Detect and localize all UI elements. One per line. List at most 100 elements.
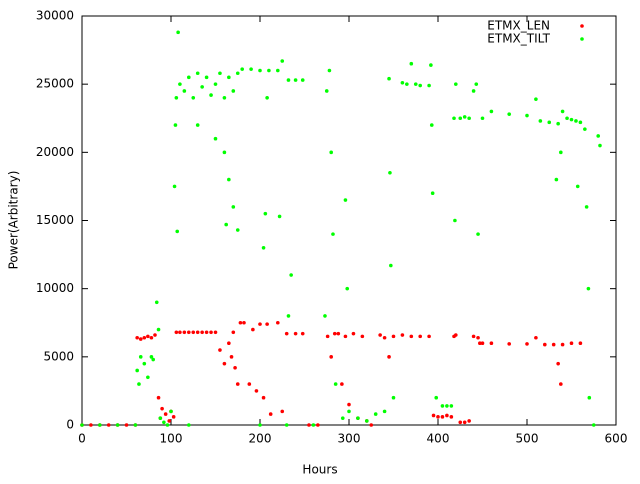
point xyxy=(231,330,236,335)
point xyxy=(267,68,271,73)
legend-label: ETMX_TILT xyxy=(487,32,550,46)
point xyxy=(329,355,334,359)
point xyxy=(142,361,147,366)
point xyxy=(534,97,538,101)
point xyxy=(174,96,179,100)
point xyxy=(268,412,273,416)
point xyxy=(507,112,512,116)
y-tick-label: 5000 xyxy=(43,349,74,363)
point xyxy=(163,412,168,416)
point xyxy=(556,361,560,366)
point xyxy=(258,68,262,73)
point xyxy=(430,191,435,196)
point xyxy=(409,334,414,339)
point xyxy=(373,412,378,416)
point xyxy=(427,334,431,339)
point xyxy=(115,423,120,427)
point xyxy=(332,331,337,336)
point xyxy=(440,415,445,419)
point xyxy=(98,423,102,427)
point xyxy=(391,395,396,400)
point xyxy=(598,143,602,148)
point xyxy=(418,83,423,88)
point xyxy=(467,116,471,121)
point xyxy=(329,150,334,155)
point xyxy=(187,75,191,80)
point xyxy=(587,395,592,400)
point xyxy=(360,334,365,339)
point xyxy=(347,409,351,414)
point xyxy=(429,63,433,67)
point xyxy=(263,211,268,216)
point xyxy=(106,423,111,427)
point xyxy=(277,214,282,219)
point xyxy=(311,423,316,427)
point xyxy=(336,331,341,336)
legend-marker xyxy=(580,37,584,41)
point xyxy=(135,368,139,373)
point xyxy=(382,409,387,414)
point xyxy=(327,68,332,73)
point xyxy=(261,395,266,400)
point xyxy=(137,382,141,386)
point xyxy=(218,348,222,352)
point xyxy=(284,423,289,427)
legend-marker xyxy=(580,24,584,28)
point xyxy=(578,341,583,346)
point xyxy=(431,413,436,418)
point xyxy=(369,423,374,427)
point xyxy=(222,150,227,155)
point xyxy=(261,245,266,250)
point xyxy=(149,355,154,359)
point xyxy=(333,382,338,386)
point xyxy=(534,335,538,340)
point xyxy=(413,82,418,86)
point xyxy=(434,395,439,400)
point xyxy=(583,127,587,131)
point xyxy=(138,355,143,359)
point xyxy=(467,419,471,423)
point xyxy=(554,177,559,182)
point xyxy=(343,198,348,202)
point xyxy=(507,342,512,346)
point xyxy=(293,331,298,336)
point xyxy=(586,286,591,291)
point xyxy=(378,333,382,337)
point xyxy=(462,420,467,425)
y-tick-label: 0 xyxy=(66,418,74,432)
x-tick-label: 600 xyxy=(605,432,628,446)
point xyxy=(276,320,280,325)
point xyxy=(209,330,213,335)
y-tick-label: 15000 xyxy=(36,213,74,227)
point xyxy=(547,120,552,125)
point xyxy=(229,355,234,359)
point xyxy=(436,415,440,419)
point xyxy=(543,342,547,347)
point xyxy=(200,330,204,335)
point xyxy=(258,322,262,326)
point xyxy=(449,404,454,408)
point xyxy=(191,330,196,335)
point xyxy=(187,330,191,335)
point xyxy=(449,415,454,419)
point xyxy=(235,382,240,386)
x-tick-label: 300 xyxy=(338,432,361,446)
point xyxy=(213,136,218,141)
point xyxy=(454,333,458,337)
plot-frame xyxy=(81,15,617,426)
point xyxy=(525,342,529,346)
point xyxy=(160,406,164,411)
point xyxy=(176,30,180,35)
point xyxy=(238,320,243,325)
point xyxy=(254,389,259,393)
x-tick-label: 400 xyxy=(427,432,450,446)
point xyxy=(286,314,291,318)
point xyxy=(340,416,345,420)
point xyxy=(476,335,480,340)
point xyxy=(135,335,139,340)
point xyxy=(445,413,449,418)
point xyxy=(195,71,200,76)
point xyxy=(89,423,93,427)
point xyxy=(142,335,147,340)
x-axis-label: Hours xyxy=(302,463,337,477)
